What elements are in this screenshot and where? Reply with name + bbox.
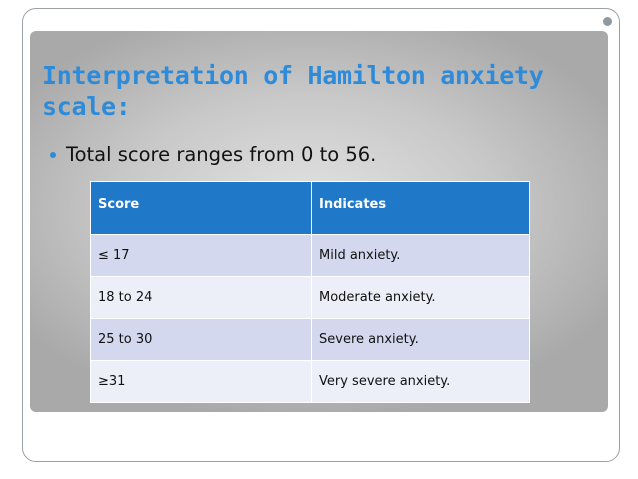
cell-indicates: Very severe anxiety. bbox=[311, 360, 530, 403]
slide-title: Interpretation of Hamilton anxiety scale… bbox=[42, 61, 544, 121]
table-row: 25 to 30 Severe anxiety. bbox=[90, 318, 530, 361]
bullet-text: Total score ranges from 0 to 56. bbox=[66, 143, 377, 166]
cell-score: 25 to 30 bbox=[90, 318, 312, 361]
score-table: Score Indicates ≤ 17 Mild anxiety. 18 to… bbox=[90, 181, 530, 403]
cell-indicates: Severe anxiety. bbox=[311, 318, 530, 361]
bullet-item: Total score ranges from 0 to 56. bbox=[50, 143, 376, 166]
table-row: ≥31 Very severe anxiety. bbox=[90, 360, 530, 403]
cell-indicates: Moderate anxiety. bbox=[311, 276, 530, 319]
table-header-row: Score Indicates bbox=[90, 181, 530, 235]
cell-indicates: Mild anxiety. bbox=[311, 234, 530, 277]
header-score: Score bbox=[90, 181, 312, 235]
table-row: ≤ 17 Mild anxiety. bbox=[90, 234, 530, 277]
header-indicates: Indicates bbox=[311, 181, 530, 235]
bullet-dot-icon bbox=[50, 151, 56, 158]
table-row: 18 to 24 Moderate anxiety. bbox=[90, 276, 530, 319]
cell-score: ≥31 bbox=[90, 360, 312, 403]
cell-score: 18 to 24 bbox=[90, 276, 312, 319]
cell-score: ≤ 17 bbox=[90, 234, 312, 277]
corner-dot bbox=[603, 17, 612, 26]
